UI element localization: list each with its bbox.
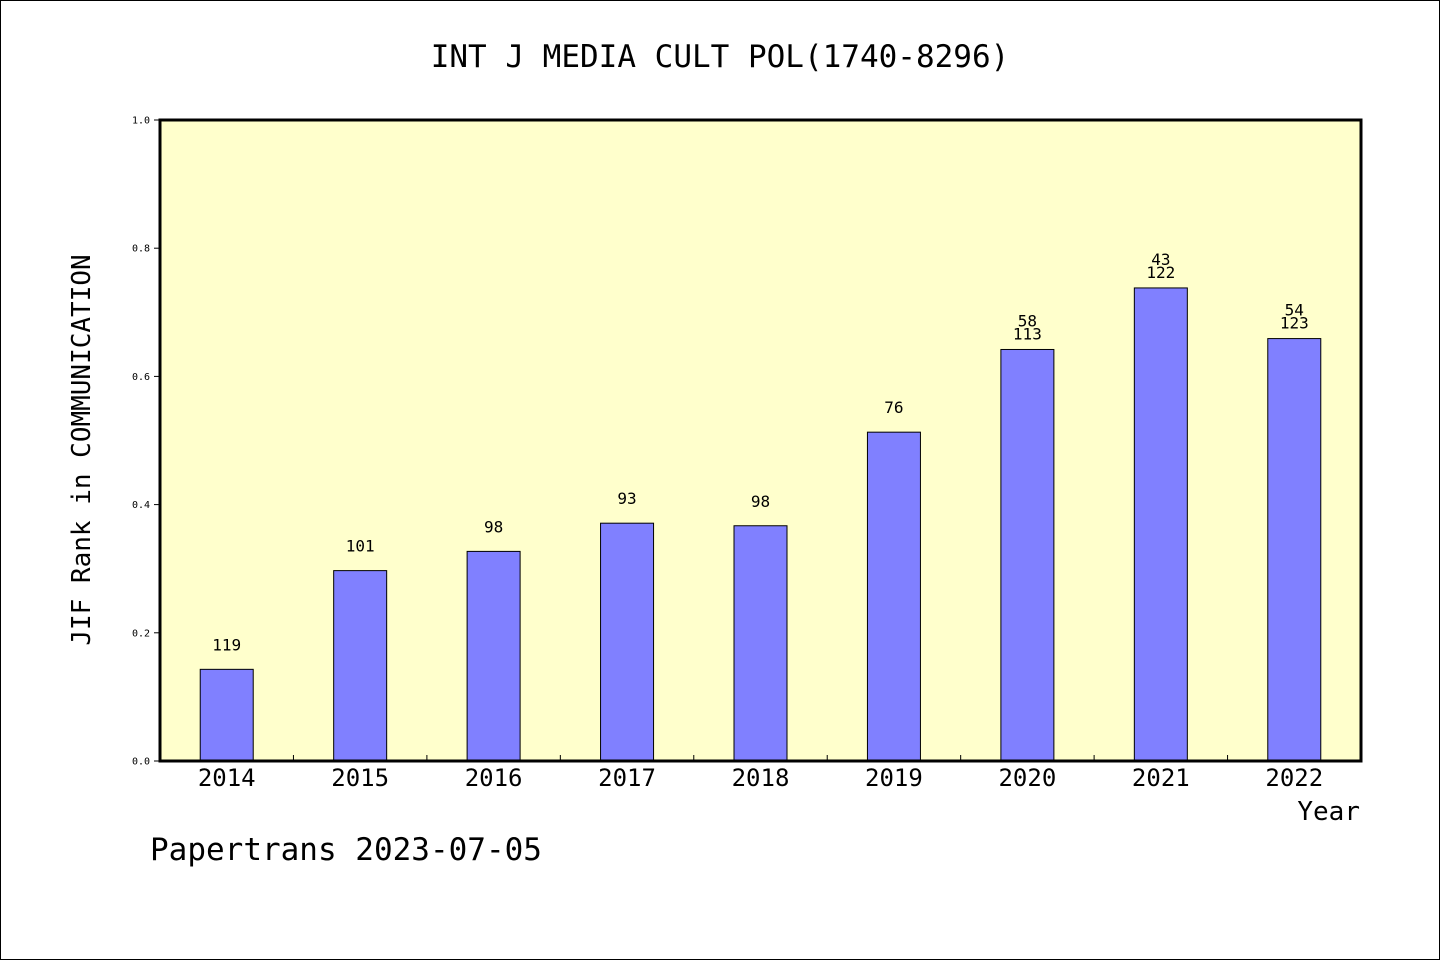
x-tick-label: 2020 (998, 764, 1056, 792)
chart-title: INT J MEDIA CULT POL(1740-8296) (431, 39, 1010, 75)
y-tick-label: 0.6 (132, 372, 150, 383)
bar-value-label: 101 (346, 537, 375, 556)
bar-value-label: 98 (751, 492, 770, 511)
y-tick-label: 0.2 (132, 628, 150, 639)
bar-2016 (466, 550, 521, 762)
x-tick-label: 2016 (465, 764, 523, 792)
bar-value-label: 76 (884, 398, 903, 417)
bar-value-label: 119 (212, 635, 241, 654)
bar-2014 (199, 668, 254, 762)
bar-value-label: 123 (1280, 314, 1309, 333)
x-tick-label: 2015 (331, 764, 389, 792)
x-tick-label: 2019 (865, 764, 923, 792)
bar-value-label: 98 (484, 517, 503, 536)
bar-value-label: 54 (1285, 301, 1304, 320)
bar-value-label: 93 (617, 489, 636, 508)
bar-2019 (866, 431, 921, 762)
bar-2015 (333, 570, 388, 762)
x-tick-label: 2017 (598, 764, 656, 792)
bars (199, 287, 1322, 762)
bar-value-label: 43 (1151, 250, 1170, 269)
footer-text: Papertrans 2023-07-05 (150, 832, 542, 868)
bar-2020 (1000, 348, 1055, 762)
bar-value-label: 122 (1146, 263, 1175, 282)
bar-2022 (1267, 338, 1322, 762)
x-tick-label: 2022 (1265, 764, 1323, 792)
y-tick-label: 0.4 (132, 500, 150, 511)
bar-2021 (1133, 287, 1188, 762)
y-tick-label: 0.8 (132, 244, 150, 255)
x-tick-label: 2014 (198, 764, 256, 792)
y-axis-label: JIF Rank in COMMUNICATION (67, 254, 97, 645)
x-tick-label: 2018 (732, 764, 790, 792)
bar-value-label: 113 (1013, 324, 1042, 343)
bar-2018 (733, 525, 788, 762)
plot-border (158, 118, 1363, 763)
y-axis: 0.0 0.2 0.4 0.6 0.8 1.0 (132, 116, 160, 768)
y-tick-label: 1.0 (132, 116, 150, 127)
x-axis-label: Year (1297, 797, 1360, 827)
x-axis: 2014 2015 2016 2017 2018 2019 2020 2021 2022 (198, 755, 1323, 792)
x-tick-label: 2021 (1132, 764, 1190, 792)
bar-value-label: 58 (1018, 311, 1037, 330)
y-tick-label: 0.0 (132, 757, 150, 768)
bar-2017 (600, 522, 655, 762)
